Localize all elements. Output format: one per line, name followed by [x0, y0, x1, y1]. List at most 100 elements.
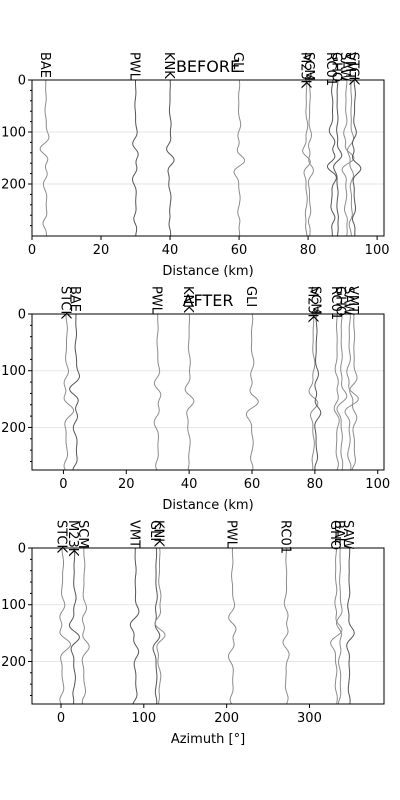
x-tick-label: 0: [28, 243, 36, 258]
trace-rc01: [327, 80, 337, 236]
trace-saw: [344, 314, 359, 470]
x-axis-label: Distance (km): [162, 498, 253, 513]
station-label-m23k: M23K: [297, 52, 312, 89]
station-label-knk: KNK: [180, 286, 195, 313]
trace-stck: [63, 314, 75, 470]
trace-pwl: [131, 80, 139, 236]
x-tick-label: 60: [244, 477, 261, 492]
trace-vmt: [129, 548, 140, 704]
x-tick-label: 80: [307, 477, 324, 492]
station-label-saw: SAW: [340, 520, 355, 550]
trace-stck: [351, 80, 362, 236]
trace-bae: [335, 548, 343, 704]
trace-rc01: [282, 548, 290, 704]
station-label-scm: SCM: [307, 286, 322, 315]
trace-pwl: [153, 314, 162, 470]
y-tick-label: 0: [18, 542, 26, 557]
y-tick-label: 100: [1, 598, 26, 613]
station-label-m23k: M23K: [65, 520, 80, 557]
y-tick-label: 200: [1, 178, 26, 193]
x-tick-label: 60: [231, 243, 248, 258]
station-label-bae: BAE: [67, 286, 82, 312]
station-label-vmt: VMT: [127, 520, 142, 548]
station-label-knk: KNK: [151, 520, 166, 547]
y-tick-label: 100: [1, 126, 26, 141]
y-tick-label: 200: [1, 655, 26, 670]
station-label-bae: BAE: [37, 52, 52, 78]
x-tick-label: 100: [365, 243, 390, 258]
trace-gho: [336, 314, 348, 470]
x-tick-label: 200: [214, 711, 239, 726]
x-axis-label: Azimuth [°]: [171, 732, 245, 747]
station-label-gho: GHO: [333, 286, 348, 316]
station-label-pwl: PWL: [223, 520, 238, 549]
x-tick-label: 40: [181, 477, 198, 492]
trace-gli: [152, 548, 161, 704]
plot-frame: [31, 313, 385, 471]
station-label-pwl: PWL: [127, 52, 142, 81]
x-tick-label: 100: [131, 711, 156, 726]
trace-rc01: [333, 314, 340, 470]
trace-scm: [307, 80, 314, 236]
trace-m23k: [68, 548, 80, 704]
trace-gli: [245, 314, 259, 470]
station-label-gho: GHO: [328, 52, 343, 82]
trace-gli: [233, 80, 246, 236]
station-label-vmt: VMT: [342, 52, 357, 80]
x-tick-label: 100: [365, 477, 390, 492]
x-tick-label: 0: [59, 477, 67, 492]
station-label-m23k: M23K: [304, 286, 319, 323]
x-tick-label: 40: [162, 243, 179, 258]
trace-gho: [333, 80, 343, 236]
plot-frame: [31, 79, 385, 237]
station-label-vmt: VMT: [345, 286, 360, 314]
trace-knk: [166, 80, 175, 236]
station-label-rc01: RC01: [277, 520, 292, 554]
station-label-saw: SAW: [337, 52, 352, 82]
trace-scm: [81, 548, 90, 704]
trace-bae: [69, 314, 81, 470]
trace-knk: [154, 548, 166, 704]
station-label-gli: GLI: [147, 520, 162, 541]
y-tick-label: 0: [18, 74, 26, 89]
x-tick-label: 80: [300, 243, 317, 258]
x-axis-label: Distance (km): [162, 264, 253, 279]
y-tick-label: 200: [1, 421, 26, 436]
station-label-stck: STCK: [346, 52, 361, 86]
station-label-stck: STCK: [54, 520, 69, 554]
trace-stck: [59, 548, 71, 704]
trace-m23k: [308, 314, 319, 470]
traces: [59, 548, 355, 704]
plot-frame: [31, 547, 385, 705]
station-label-gli: GLI: [230, 52, 245, 73]
station-label-pwl: PWL: [149, 286, 164, 315]
station-label-gho: GHO: [327, 520, 342, 550]
x-tick-label: 20: [93, 243, 110, 258]
x-tick-label: 0: [57, 711, 65, 726]
trace-vmt: [349, 314, 358, 470]
station-label-saw: SAW: [340, 286, 355, 316]
trace-knk: [184, 314, 195, 470]
x-tick-label: 20: [118, 477, 135, 492]
trace-scm: [314, 314, 322, 470]
station-label-scm: SCM: [75, 520, 90, 549]
y-tick-label: 100: [1, 364, 26, 379]
trace-m23k: [302, 80, 311, 236]
station-label-knk: KNK: [161, 52, 176, 79]
trace-pwl: [228, 548, 237, 704]
trace-saw: [346, 548, 355, 704]
x-tick-label: 300: [297, 711, 322, 726]
trace-saw: [341, 80, 355, 236]
traces: [39, 80, 362, 236]
station-label-gli: GLI: [243, 286, 258, 307]
station-label-bae: BAE: [331, 520, 346, 546]
station-label-rc01: RC01: [323, 52, 338, 86]
station-label-stck: STCK: [58, 286, 73, 320]
panel-title: BEFORE: [176, 57, 240, 76]
station-label-scm: SCM: [301, 52, 316, 81]
traces: [63, 314, 359, 470]
